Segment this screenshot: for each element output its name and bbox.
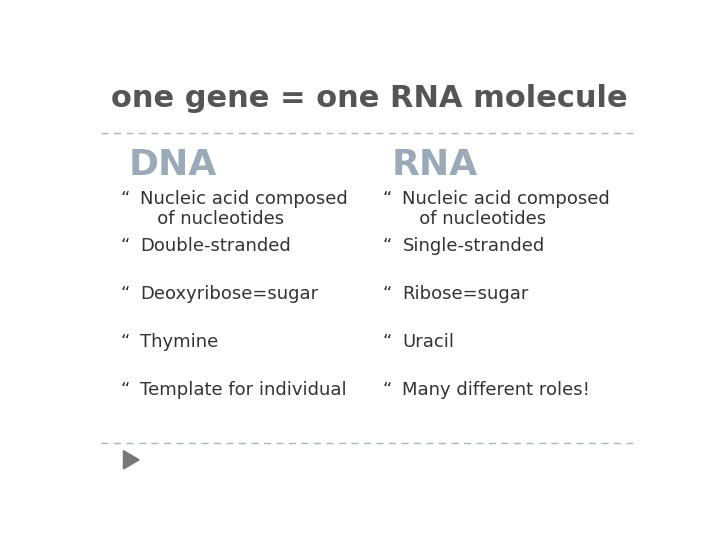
Text: “: “ (383, 238, 392, 255)
Text: RNA: RNA (392, 147, 477, 181)
Text: Many different roles!: Many different roles! (402, 381, 590, 399)
Text: “: “ (121, 333, 130, 351)
Text: Double-stranded: Double-stranded (140, 238, 291, 255)
Polygon shape (124, 451, 139, 469)
Text: Ribose=sugar: Ribose=sugar (402, 285, 529, 303)
Text: “: “ (121, 238, 130, 255)
Text: Nucleic acid composed
   of nucleotides: Nucleic acid composed of nucleotides (140, 190, 348, 228)
Text: Single-stranded: Single-stranded (402, 238, 545, 255)
Text: “: “ (383, 333, 392, 351)
Text: “: “ (121, 190, 130, 207)
Text: one gene = one RNA molecule: one gene = one RNA molecule (111, 84, 627, 112)
Text: “: “ (121, 381, 130, 399)
Text: Nucleic acid composed
   of nucleotides: Nucleic acid composed of nucleotides (402, 190, 611, 228)
Text: “: “ (383, 190, 392, 207)
Text: “: “ (383, 381, 392, 399)
Text: Thymine: Thymine (140, 333, 218, 351)
Text: “: “ (121, 285, 130, 303)
Text: Template for individual: Template for individual (140, 381, 347, 399)
Text: DNA: DNA (129, 147, 217, 181)
Text: “: “ (383, 285, 392, 303)
Text: Uracil: Uracil (402, 333, 454, 351)
Text: Deoxyribose=sugar: Deoxyribose=sugar (140, 285, 318, 303)
